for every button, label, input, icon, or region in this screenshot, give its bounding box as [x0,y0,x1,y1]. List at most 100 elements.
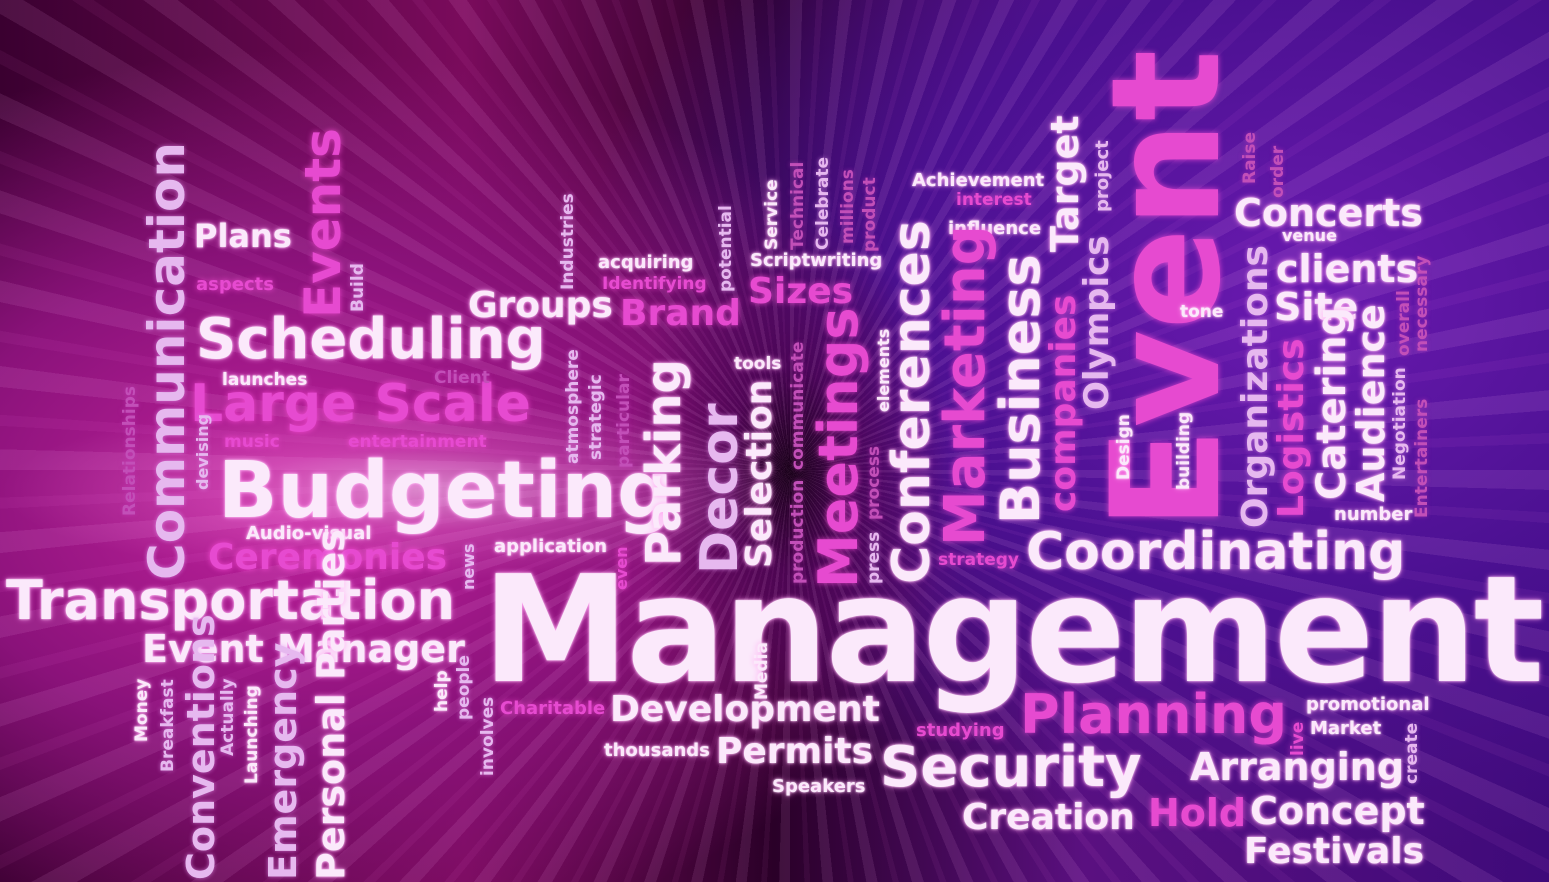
word-press: press [864,531,884,584]
word-promotional: promotional [1306,694,1430,715]
word-security: Security [880,735,1142,800]
word-permits: Permits [716,731,874,772]
word-entertainment: entertainment [348,432,487,452]
word-marketing: Marketing [933,225,998,546]
word-budgeting: Budgeting [218,446,673,536]
word-atmosphere: atmosphere [563,349,583,464]
word-production: production [788,479,808,584]
word-money: Money [132,678,152,742]
word-groups: Groups [468,285,613,326]
word-particular: particular [614,374,634,468]
word-development: Development [610,689,880,730]
word-parking: Parking [636,359,692,566]
word-industries: Industries [558,193,578,290]
word-overall: overall [1394,290,1414,356]
word-raise: Raise [1240,131,1260,184]
word-aspects: aspects [196,274,274,295]
word-negotiation: Negotiation [1390,367,1410,480]
word-strategy: strategy [938,550,1020,570]
word-entertainers: Entertainers [1412,398,1432,518]
word-logistics: Logistics [1271,338,1312,518]
word-events: Events [294,128,352,318]
word-communicate: communicate [788,341,808,470]
word-meetings: Meetings [807,307,870,588]
word-plans: Plans [194,217,292,255]
word-thousands: thousands [604,740,710,761]
word-selection: Selection [739,379,780,568]
word-brand: Brand [620,293,741,334]
word-identifying: Identifying [602,274,707,294]
word-clients: clients [1276,247,1419,291]
word-number: number [1334,504,1413,525]
word-speakers: Speakers [772,776,866,797]
word-planning: Planning [1020,683,1288,746]
word-festivals: Festivals [1244,831,1425,872]
word-service: Service [762,179,782,250]
word-target: Target [1043,115,1087,252]
word-building: building [1174,411,1194,490]
word-acquiring: acquiring [598,252,694,273]
word-large-scale: Large Scale [190,374,531,434]
word-charitable: Charitable [500,698,606,719]
word-scheduling: Scheduling [196,307,546,372]
word-interest: interest [956,190,1032,210]
word-scriptwriting: Scriptwriting [750,250,883,271]
word-potential: potential [716,205,736,292]
word-site: Site [1274,285,1359,329]
word-actually: Actually [218,678,238,756]
word-concerts: Concerts [1234,191,1423,235]
word-influence: influence [948,218,1042,239]
word-order: order [1268,145,1288,198]
word-hold: Hold [1148,791,1247,835]
word-tools: tools [734,354,782,374]
word-devising: devising [193,413,212,490]
word-communication: Communication [138,142,196,580]
word-achievement: Achievement [912,170,1045,191]
word-olympics: Olympics [1077,235,1117,410]
word-sizes: Sizes [748,271,854,312]
word-business: Business [989,254,1052,524]
word-transportation: Transportation [6,569,456,632]
word-create: create [1402,722,1422,784]
word-conferences: Conferences [882,220,942,584]
word-audio-visual: Audio-visual [246,523,372,544]
word-event-manager: Event Manager [142,627,465,671]
word-process: process [864,445,884,520]
word-client: Client [434,368,490,388]
word-involves: involves [478,696,498,776]
word-help: help [432,670,452,712]
word-organizations: Organizations [1235,245,1276,528]
word-news: news [459,543,478,590]
word-coordinating: Coordinating [1026,522,1406,582]
word-market: Market [1310,718,1382,739]
light-glow [0,380,760,600]
word-project: project [1092,140,1113,212]
word-build: Build [348,263,368,312]
word-music: music [224,432,280,452]
word-millions: millions [838,169,858,244]
word-audience: Audience [1349,304,1393,502]
word-relationships: Relationships [120,386,140,516]
word-catering: Catering [1309,306,1355,500]
word-venue: venue [1282,226,1337,245]
word-concept: Concept [1250,789,1425,833]
word-launches: launches [222,370,308,390]
word-management: Management [482,544,1544,716]
word-necessary: necessary [1412,255,1432,352]
word-launching: Launching [242,685,262,784]
word-product: product [860,177,880,252]
word-ceremonies: Ceremonies [208,537,448,578]
word-celebrate: Celebrate [813,156,833,250]
word-tone: tone [1180,302,1224,322]
word-technical: Technical [788,161,808,250]
word-arranging: Arranging [1190,745,1405,789]
word-personal-parties: Personal Parties [309,529,353,880]
word-people: people [454,655,474,720]
word-strategic: strategic [586,374,606,460]
word-emergency: Emergency [261,642,305,880]
word-design: Design [1114,414,1134,480]
word-breakfast: Breakfast [158,679,178,772]
word-even: even [612,546,631,590]
word-studying: studying [916,720,1005,741]
